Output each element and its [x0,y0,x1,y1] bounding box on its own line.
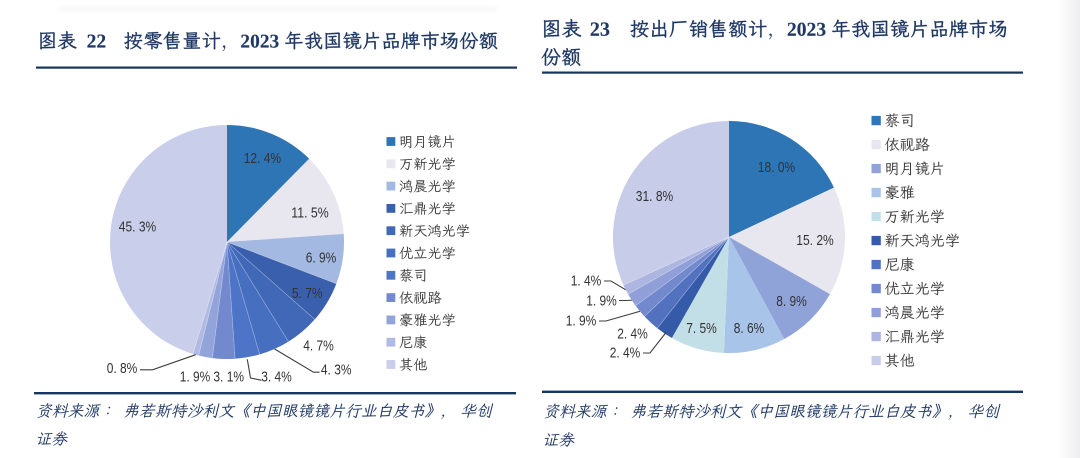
svg-text:1. 4%: 1. 4% [571,274,602,290]
svg-text:4. 3%: 4. 3% [321,363,352,379]
svg-text:12. 4%: 12. 4% [244,151,281,167]
svg-text:1. 9%: 1. 9% [566,314,597,330]
svg-text:4. 7%: 4. 7% [303,338,334,354]
svg-text:31. 8%: 31. 8% [636,189,673,205]
svg-text:1. 9%: 1. 9% [586,294,617,310]
svg-text:2. 4%: 2. 4% [617,327,648,343]
svg-text:0. 8%: 0. 8% [107,361,138,377]
svg-text:8. 6%: 8. 6% [734,321,765,337]
svg-text:11. 5%: 11. 5% [291,206,328,222]
svg-text:15. 2%: 15. 2% [796,233,833,249]
svg-text:6. 9%: 6. 9% [306,250,337,266]
svg-text:5. 7%: 5. 7% [292,286,323,302]
svg-text:7. 5%: 7. 5% [686,321,717,337]
svg-text:1. 9%: 1. 9% [180,370,211,386]
svg-text:3. 1%: 3. 1% [213,370,244,386]
svg-text:2. 4%: 2. 4% [610,346,641,362]
svg-text:3. 4%: 3. 4% [261,369,292,385]
svg-text:45. 3%: 45. 3% [119,219,156,235]
svg-text:18. 0%: 18. 0% [758,160,795,176]
svg-text:8. 9%: 8. 9% [776,294,807,310]
